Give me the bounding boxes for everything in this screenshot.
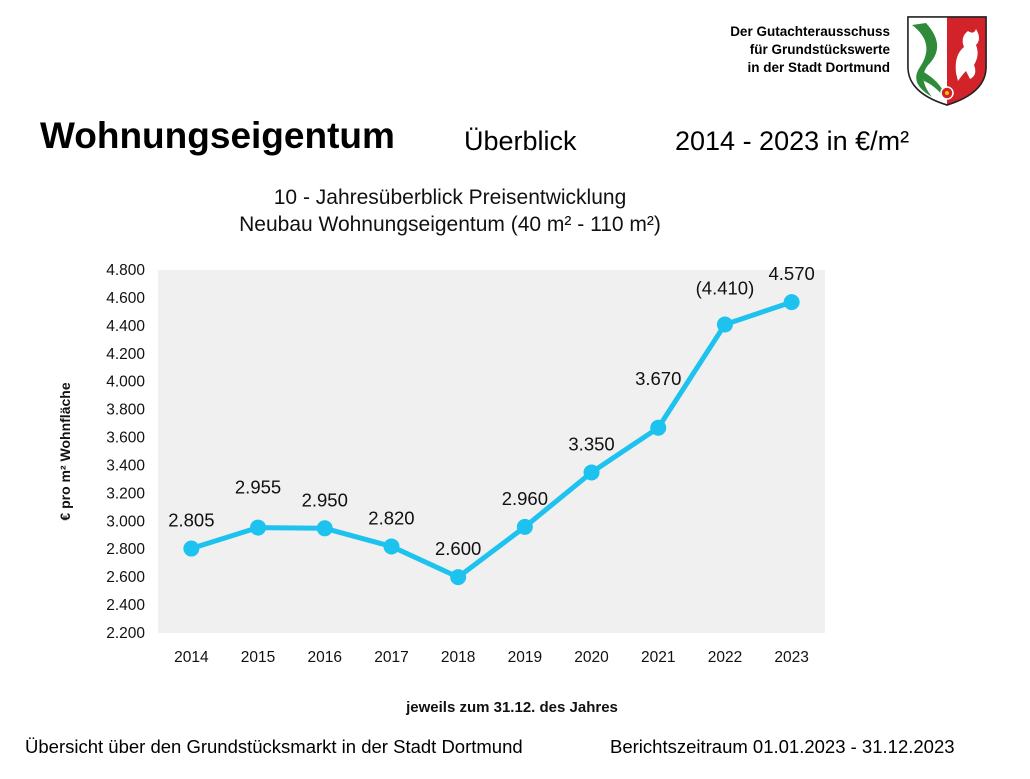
data-point (383, 538, 400, 555)
y-tick-label: 3.600 (106, 430, 145, 447)
x-tick-label: 2015 (241, 649, 275, 666)
x-tick-label: 2022 (708, 649, 742, 666)
footer-right: Berichtszeitraum 01.01.2023 - 31.12.2023 (610, 736, 955, 757)
x-tick-label: 2018 (441, 649, 475, 666)
x-tick-label: 2014 (174, 649, 209, 666)
y-tick-label: 2.400 (106, 597, 145, 614)
plot-area (158, 270, 825, 633)
organization-name: Der Gutachterausschuss für Grundstückswe… (730, 23, 890, 77)
chart-subtitle: Neubau Wohnungseigentum (40 m² - 110 m²) (239, 213, 661, 236)
data-label: 2.955 (235, 477, 281, 498)
y-tick-label: 2.800 (106, 541, 145, 558)
data-label: 3.350 (568, 433, 614, 454)
chart-title: 10 - Jahresüberblick Preisentwicklung (273, 186, 627, 209)
data-label: 2.600 (435, 538, 481, 559)
footer-left: Übersicht über den Grundstücksmarkt in d… (25, 736, 523, 757)
y-tick-label: 2.600 (106, 569, 145, 586)
x-axis-label: jeweils zum 31.12. des Jahres (405, 699, 618, 716)
data-point (783, 294, 800, 311)
data-point (583, 464, 600, 481)
data-point (316, 520, 333, 537)
data-point (516, 518, 533, 535)
y-tick-label: 4.200 (106, 346, 145, 363)
y-axis-label: € pro m² Wohnfläche (57, 382, 73, 520)
y-tick-label: 4.800 (106, 262, 145, 279)
page-range: 2014 - 2023 in €/m² (675, 126, 910, 156)
org-line-1: Der Gutachterausschuss (730, 24, 890, 39)
org-line-3: in der Stadt Dortmund (747, 60, 891, 75)
data-label: 2.805 (168, 510, 214, 531)
x-tick-label: 2020 (574, 649, 609, 666)
data-point (650, 419, 667, 436)
data-point (450, 569, 467, 586)
y-tick-label: 4.400 (106, 318, 145, 335)
data-label: (4.410) (696, 277, 755, 298)
y-tick-label: 3.400 (106, 457, 145, 474)
data-label: 2.950 (302, 489, 348, 510)
x-tick-label: 2021 (641, 649, 675, 666)
data-label: 2.820 (368, 507, 414, 528)
data-label: 4.570 (769, 263, 815, 284)
x-tick-label: 2023 (774, 649, 808, 666)
page-subtitle: Überblick (464, 126, 577, 156)
y-tick-label: 2.200 (106, 625, 145, 642)
y-tick-label: 4.000 (106, 374, 145, 391)
y-tick-label: 4.600 (106, 290, 145, 307)
data-label: 3.670 (635, 368, 681, 389)
series-line (188, 299, 795, 580)
page-title: Wohnungseigentum (40, 115, 395, 156)
data-label: 2.960 (502, 488, 548, 509)
x-tick-label: 2016 (308, 649, 342, 666)
y-tick-label: 3.200 (106, 485, 145, 502)
y-tick-label: 3.000 (106, 513, 145, 530)
data-point (716, 316, 733, 333)
data-point (250, 519, 267, 536)
data-point (183, 540, 200, 557)
org-line-2: für Grundstückswerte (749, 42, 890, 57)
x-tick-label: 2017 (374, 649, 408, 666)
x-tick-label: 2019 (508, 649, 542, 666)
nrw-coat-of-arms-icon (907, 16, 987, 106)
y-tick-label: 3.800 (106, 402, 145, 419)
